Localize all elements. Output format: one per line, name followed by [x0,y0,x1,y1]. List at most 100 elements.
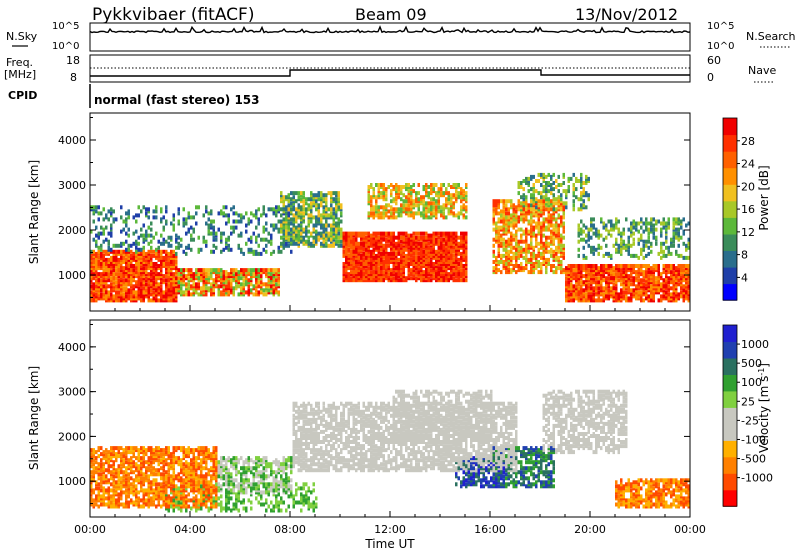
power-cell-3601 [532,266,535,271]
power-cell-2362 [390,231,393,236]
power-cell-450 [135,270,138,275]
power-cell-4861 [677,231,680,236]
power-cell-3547 [525,176,528,181]
power-cell-3246 [492,243,495,248]
power-cell-1638 [305,209,308,214]
power-cell-4078 [582,298,585,303]
power-cell-4873 [680,276,683,281]
power-cell-4044 [577,207,580,212]
power-cell-1209 [237,276,240,281]
power-cell-1636 [305,225,308,230]
power-cell-4692 [657,282,660,287]
power-cell-1759 [325,219,328,224]
power-cell-2133 [370,211,373,216]
power-cell-3250 [492,219,495,224]
power-cell-2976 [442,211,445,216]
power-cell-4917 [685,264,688,268]
power-cell-2980 [442,193,445,198]
power-cell-444 [135,290,138,295]
power-cell-968 [195,268,198,273]
power-cell-1866 [342,276,345,281]
power-cell-2564 [407,207,410,212]
power-cell-2979 [442,203,445,208]
power-cell-1049 [210,268,213,273]
power-cell-4796 [670,237,673,242]
power-cell-4384 [617,243,620,248]
power-cell-540 [142,245,145,250]
power-cell-4688 [657,290,660,295]
power-cell-1893 [345,260,348,264]
power-cell-1448 [277,219,280,224]
power-cell-4913 [685,274,688,279]
power-cell-2317 [385,193,388,198]
power-cell-2891 [435,199,438,204]
power-cell-4270 [602,237,605,242]
power-cell-436 [132,251,135,256]
power-cell-3892 [560,233,563,238]
power-cell-873 [177,211,180,216]
power-cell-1686 [315,241,318,246]
power-cell-2852 [432,235,435,240]
power-cell-3869 [557,213,560,218]
power-cell-2536 [405,203,408,208]
power-cell-4511 [635,290,638,295]
power-cell-2792 [427,241,430,246]
power-cell-2795 [427,233,430,238]
power-cell-1943 [350,241,353,246]
power-cell-1508 [287,237,290,242]
power-cell-807 [170,235,173,240]
power-cell-4399 [620,272,623,277]
power-cell-4123 [585,225,588,230]
power-cell-376 [127,276,130,281]
power-cell-1512 [287,225,290,230]
power-cell-1146 [225,221,228,226]
power-cell-2625 [412,211,415,216]
power-cell-1083 [215,245,218,250]
power-cell-513 [140,251,143,256]
power-cell-4337 [612,282,615,287]
power-cell-4121 [585,239,588,244]
power-cell-4483 [630,243,633,248]
power-cell-210 [110,266,113,271]
power-cell-743 [165,266,168,271]
power-cell-2527 [405,241,408,246]
power-cell-2945 [440,231,443,236]
power-cell-1132 [225,290,228,295]
power-cell-1854 [340,239,343,244]
power-cell-43 [92,237,95,242]
power-cell-3796 [550,207,553,212]
power-cell-4491 [632,290,635,295]
power-cell-1887 [345,274,348,279]
power-cell-4243 [600,282,603,287]
power-cell-299 [120,282,123,287]
power-cell-1178 [230,225,233,230]
power-cell-627 [152,276,155,281]
power-cell-2196 [375,199,378,204]
power-cell-2176 [375,266,378,271]
power-cell-244 [112,251,115,256]
power-cell-194 [107,239,110,244]
power-cell-1506 [287,243,290,248]
power-cell-2131 [370,233,373,238]
power-cell-468 [137,290,140,295]
power-cell-4729 [662,270,665,275]
power-cell-389 [127,247,130,252]
power-cell-4308 [607,229,610,234]
power-cell-4775 [667,249,670,254]
power-cell-4566 [640,217,643,222]
power-cell-4306 [607,251,610,256]
power-cell-1815 [332,197,335,202]
power-cell-304 [120,272,123,277]
power-cell-4870 [680,282,683,287]
power-cell-3618 [532,201,535,206]
power-cell-1560 [292,191,295,196]
power-cell-855 [175,251,178,256]
power-cell-2651 [415,231,418,236]
power-cell-1958 [352,257,355,262]
power-cell-256 [115,284,118,289]
power-cell-3867 [557,223,560,228]
power-cell-4773 [667,264,670,268]
power-cell-745 [165,262,168,266]
power-cell-4560 [640,247,643,252]
power-cell-1707 [317,219,320,224]
